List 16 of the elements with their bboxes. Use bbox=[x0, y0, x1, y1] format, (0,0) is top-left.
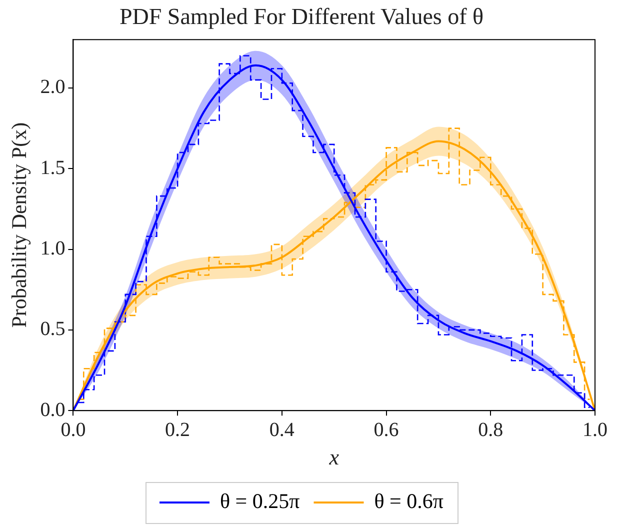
x-axis-title: x bbox=[328, 444, 340, 470]
y-tick-label: 1.0 bbox=[40, 238, 66, 260]
x-tick-label: 0.0 bbox=[60, 418, 86, 441]
x-tick-label: 0.8 bbox=[478, 418, 504, 441]
y-tick-label: 1.5 bbox=[40, 156, 66, 179]
x-tick-label: 0.4 bbox=[269, 418, 294, 441]
y-axis-title: Probability Density P(x) bbox=[7, 122, 32, 328]
y-tick-label: 0.5 bbox=[40, 318, 66, 340]
y-tick-label: 0.0 bbox=[40, 398, 66, 421]
y-tick-label: 2.0 bbox=[40, 76, 66, 98]
x-tick-label: 1.0 bbox=[582, 418, 608, 441]
x-tick-label: 0.6 bbox=[374, 418, 399, 441]
chart-title: PDF Sampled For Different Values of θ bbox=[119, 4, 484, 29]
legend-label: θ = 0.25π bbox=[220, 489, 300, 514]
legend-label: θ = 0.6π bbox=[374, 489, 444, 514]
x-tick-label: 0.2 bbox=[165, 418, 190, 441]
